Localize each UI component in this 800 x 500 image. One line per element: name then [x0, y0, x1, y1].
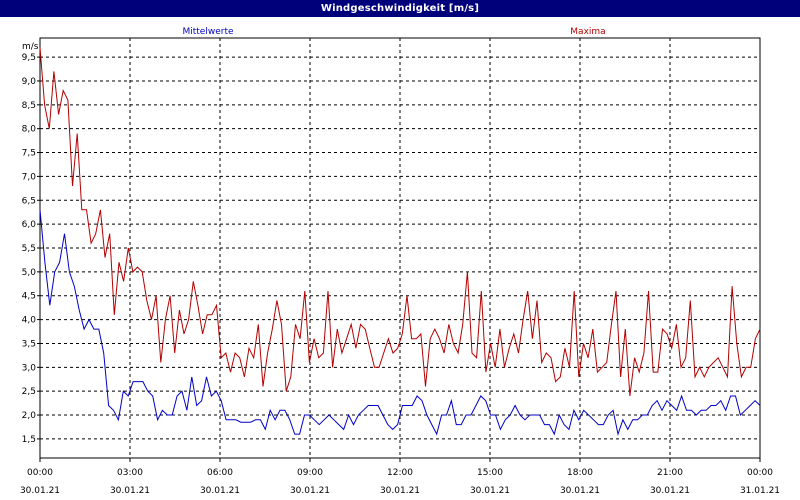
- x-tick-date-label: 30.01.21: [20, 486, 60, 496]
- y-tick-label: 1,5: [22, 435, 36, 445]
- series: [39, 47, 761, 436]
- y-tick-label: 7,0: [22, 172, 37, 182]
- y-tick-label: 2,5: [22, 387, 36, 397]
- x-tick-time-label: 00:00: [27, 468, 53, 478]
- x-tick-time-label: 03:00: [117, 468, 143, 478]
- x-tick-date-label: 30.01.21: [110, 486, 150, 496]
- y-tick-label: 7,5: [22, 149, 36, 159]
- x-tick-time-label: 00:00: [747, 468, 773, 478]
- x-tick-time-label: 12:00: [387, 468, 413, 478]
- x-tick-time-label: 21:00: [657, 468, 683, 478]
- axes: 1,5 2,0 2,5 3,0 3,5 4,0 4,5 5,0 5,5 6,0 6,5 7,0 7,5 8…: [20, 53, 780, 496]
- y-tick-label: 6,0: [22, 220, 37, 230]
- window-title: Windgeschwindigkeit [m/s]: [0, 0, 800, 17]
- y-tick-label: 3,0: [22, 363, 37, 373]
- y-tick-label: 9,5: [22, 53, 36, 63]
- x-tick-date-label: 30.01.21: [650, 486, 690, 496]
- y-tick-label: 8,0: [22, 125, 37, 135]
- y-tick-label: 2,0: [22, 411, 37, 421]
- x-tick-date-label: 30.01.21: [290, 486, 330, 496]
- y-tick-label: 6,5: [22, 196, 36, 206]
- x-tick-date-label: 30.01.21: [560, 486, 600, 496]
- series-line-mittelwerte: [39, 209, 761, 436]
- y-tick-label: 5,5: [22, 244, 36, 254]
- x-tick-time-label: 18:00: [567, 468, 593, 478]
- x-tick-date-label: 30.01.21: [200, 486, 240, 496]
- y-tick-label: 4,0: [22, 316, 37, 326]
- y-tick-label: 5,0: [22, 268, 37, 278]
- x-tick-time-label: 06:00: [207, 468, 233, 478]
- y-tick-label: 4,5: [22, 292, 36, 302]
- y-tick-label: 8,5: [22, 101, 36, 111]
- y-tick-label: 3,5: [22, 339, 36, 349]
- x-tick-date-label: 31.01.21: [740, 486, 780, 496]
- x-tick-time-label: 09:00: [297, 468, 323, 478]
- legend-maxima: Maxima: [570, 27, 605, 37]
- x-tick-date-label: 30.01.21: [380, 486, 420, 496]
- x-tick-time-label: 15:00: [477, 468, 503, 478]
- series-line-maxima: [39, 47, 761, 397]
- y-tick-label: 9,0: [22, 77, 37, 87]
- legend-mittelwerte: Mittelwerte: [182, 27, 233, 37]
- y-axis-unit-label: m/s: [22, 42, 39, 52]
- x-tick-date-label: 30.01.21: [470, 486, 510, 496]
